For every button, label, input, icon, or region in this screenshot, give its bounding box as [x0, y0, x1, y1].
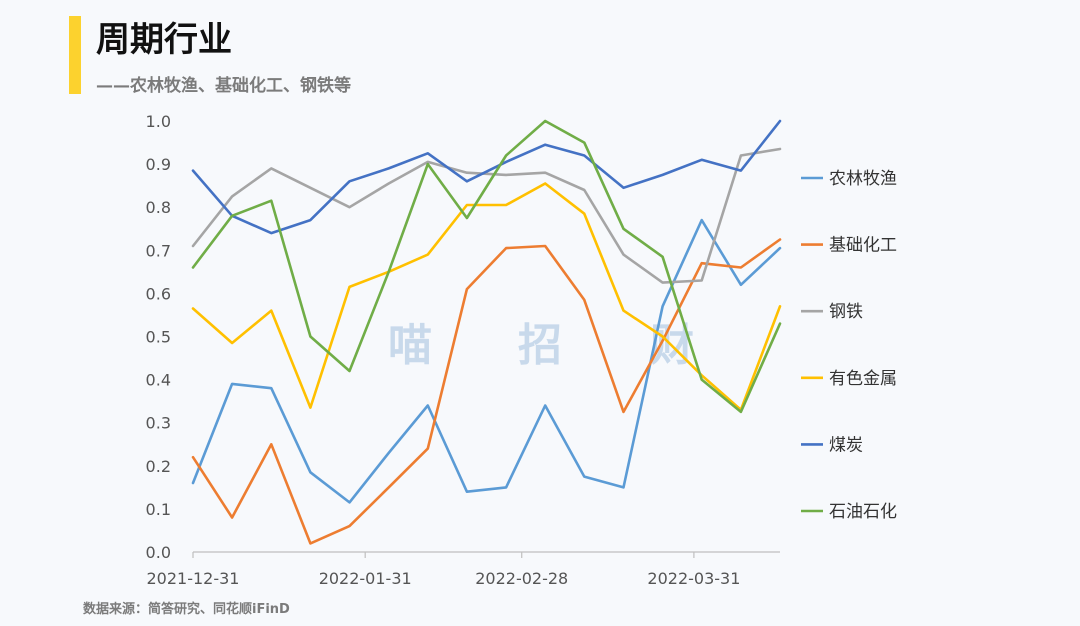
y-tick-label: 1.0: [146, 112, 171, 131]
legend-label-1: 基础化工: [829, 236, 897, 256]
y-tick-label: 0.9: [146, 155, 171, 174]
series-line-3: [191, 182, 782, 412]
legend-label-0: 农林牧渔: [829, 169, 897, 189]
x-tick-label: 2021-12-31: [147, 569, 240, 588]
legend-label-4: 煤炭: [829, 435, 863, 455]
x-tick-label: 2022-01-31: [319, 569, 412, 588]
y-tick-label: 0.3: [146, 414, 171, 433]
x-tick-label: 2022-02-28: [475, 569, 568, 588]
page-subtitle: ——农林牧渔、基础化工、钢铁等: [96, 76, 351, 96]
series-line-2: [191, 147, 782, 284]
series-lines: [191, 119, 782, 545]
data-source-note: 数据来源：简答研究、同花顺iFinD: [83, 602, 290, 617]
legend-label-3: 有色金属: [829, 369, 897, 389]
y-tick-label: 0.1: [146, 500, 171, 519]
y-tick-label: 0.5: [146, 328, 171, 347]
legend-label-2: 钢铁: [829, 302, 863, 322]
page-title: 周期行业: [96, 20, 232, 60]
series-line-5: [191, 119, 782, 414]
y-tick-label: 0.8: [146, 198, 171, 217]
y-tick-label: 0.6: [146, 284, 171, 303]
watermark-char-1: 招: [518, 320, 562, 371]
series-line-1: [191, 238, 782, 545]
title-accent-bar: [69, 16, 81, 94]
y-tick-label: 0.7: [146, 241, 171, 260]
series-line-4: [191, 119, 782, 235]
y-tick-label: 0.2: [146, 457, 171, 476]
y-axis-ticks: 0.0 0.1 0.2 0.3 0.4 0.5 0.6 0.7 0.8 0.9 1.0: [146, 112, 171, 562]
y-tick-label: 0.4: [146, 371, 171, 390]
y-tick-label: 0.0: [146, 543, 171, 562]
x-axis: 2021-12-31 2022-01-31 2022-02-28 2022-03-31: [147, 551, 780, 588]
legend-label-5: 石油石化: [829, 502, 897, 522]
watermark-char-0: 喵: [388, 320, 432, 371]
x-tick-label: 2022-03-31: [647, 569, 740, 588]
series-line-0: [191, 218, 782, 504]
